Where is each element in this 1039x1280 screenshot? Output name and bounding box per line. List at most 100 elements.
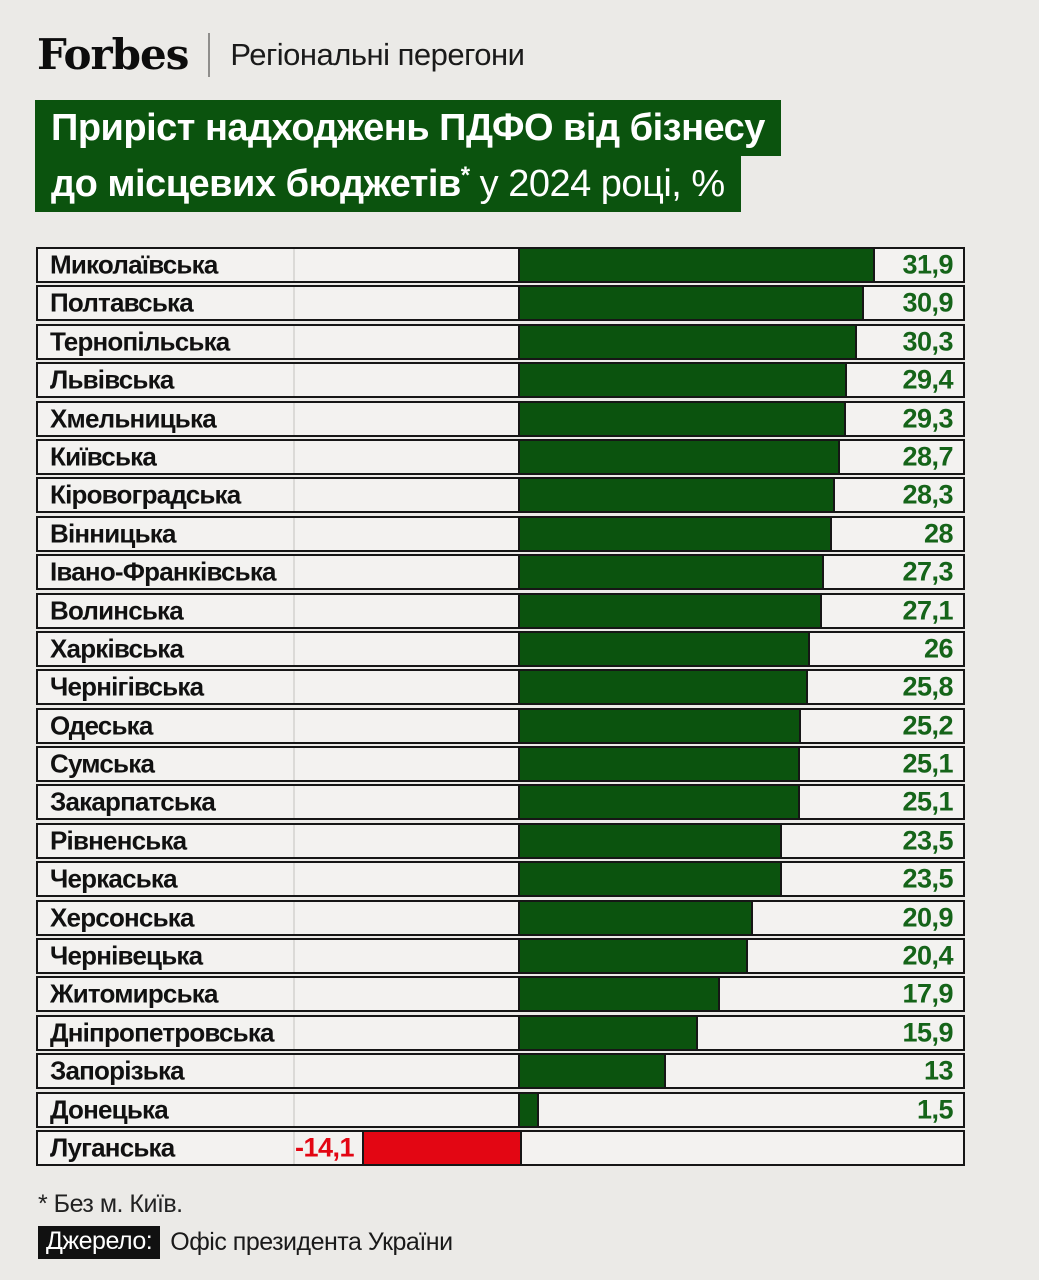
- column-divider: [293, 594, 295, 627]
- table-row: Кіровоградська 28,3: [36, 477, 965, 514]
- value-label: 28: [923, 518, 954, 549]
- table-row: Чернівецька 20,4: [36, 938, 965, 975]
- column-divider: [293, 940, 295, 973]
- table-row: Тернопільська 30,3: [36, 323, 965, 360]
- region-label: Херсонська: [50, 902, 194, 933]
- bar-positive: [518, 630, 810, 667]
- region-label: Луганська: [50, 1132, 175, 1163]
- table-row: Херсонська 20,9: [36, 899, 965, 936]
- region-label: Запорізька: [50, 1055, 185, 1086]
- region-label: Черкаська: [50, 863, 178, 894]
- region-label: Хмельницька: [50, 403, 217, 434]
- value-label: 23,5: [902, 863, 953, 894]
- table-row: Донецька 1,5: [36, 1091, 965, 1128]
- chart-title-line1: Приріст надходжень ПДФО від бізнесу: [35, 100, 781, 156]
- column-divider: [293, 863, 295, 896]
- region-label: Полтавська: [50, 287, 194, 318]
- value-label: 27,3: [902, 556, 953, 587]
- region-label: Кіровоградська: [50, 479, 241, 510]
- bar-positive: [518, 784, 800, 821]
- region-label: Волинська: [50, 595, 184, 626]
- region-label: Рівненська: [50, 825, 187, 856]
- region-label: Дніпропетровська: [50, 1017, 275, 1048]
- bar-positive: [518, 515, 832, 552]
- chart-title-line2: до місцевих бюджетів* у 2024 році, %: [35, 156, 741, 212]
- column-divider: [293, 517, 295, 550]
- column-divider: [293, 786, 295, 819]
- bar-positive: [518, 285, 864, 322]
- chart-title: Приріст надходжень ПДФО від бізнесу до м…: [35, 100, 781, 212]
- value-label: 28,7: [902, 441, 953, 472]
- value-label: 25,1: [902, 786, 953, 817]
- column-divider: [293, 632, 295, 665]
- region-label: Харківська: [50, 633, 184, 664]
- table-row: Полтавська 30,9: [36, 285, 965, 322]
- bar-positive: [518, 822, 782, 859]
- region-label: Закарпатська: [50, 786, 216, 817]
- value-label: -14,1: [294, 1132, 355, 1163]
- column-divider: [293, 901, 295, 934]
- region-label: Миколаївська: [50, 249, 218, 280]
- chart-rows: Миколаївська 31,9 Полтавська 30,9 Тернопільс…: [36, 247, 965, 1166]
- header: Forbes Регіональні перегони: [37, 30, 525, 79]
- value-label: 1,5: [916, 1094, 954, 1125]
- column-divider: [293, 709, 295, 742]
- column-divider: [293, 1055, 295, 1088]
- column-divider: [293, 479, 295, 512]
- value-label: 13: [923, 1055, 954, 1086]
- title-line1-text: Приріст надходжень ПДФО від бізнесу: [51, 107, 765, 149]
- value-label: 30,3: [902, 326, 953, 357]
- region-label: Івано-Франківська: [50, 556, 277, 587]
- source-text: Офіс президента України: [170, 1228, 453, 1256]
- bar-positive: [518, 899, 753, 936]
- table-row: Луганська -14,1: [36, 1129, 965, 1166]
- column-divider: [293, 1093, 295, 1126]
- bar-positive: [518, 362, 847, 399]
- column-divider: [293, 556, 295, 589]
- region-label: Чернігівська: [50, 671, 204, 702]
- table-row: Дніпропетровська 15,9: [36, 1014, 965, 1051]
- column-divider: [293, 440, 295, 473]
- bar-positive: [518, 976, 720, 1013]
- table-row: Сумська 25,1: [36, 746, 965, 783]
- value-label: 25,2: [902, 710, 953, 741]
- table-row: Чернігівська 25,8: [36, 669, 965, 706]
- column-divider: [293, 402, 295, 435]
- value-label: 15,9: [902, 1017, 953, 1048]
- value-label: 25,8: [902, 671, 953, 702]
- footnote: * Без м. Київ.: [38, 1190, 183, 1218]
- column-divider: [293, 824, 295, 857]
- column-divider: [293, 671, 295, 704]
- bar-positive: [518, 861, 782, 898]
- table-row: Вінницька 28: [36, 515, 965, 552]
- value-label: 29,3: [902, 403, 953, 434]
- table-row: Черкаська 23,5: [36, 861, 965, 898]
- value-label: 20,4: [902, 940, 953, 971]
- column-divider: [293, 287, 295, 320]
- bar-positive: [518, 477, 835, 514]
- bar-positive: [518, 554, 824, 591]
- value-label: 20,9: [902, 902, 953, 933]
- table-row: Одеська 25,2: [36, 707, 965, 744]
- bar-positive: [518, 938, 748, 975]
- value-label: 30,9: [902, 287, 953, 318]
- bar-positive: [518, 669, 808, 706]
- bar-negative: [362, 1129, 522, 1166]
- table-row: Волинська 27,1: [36, 592, 965, 629]
- value-label: 17,9: [902, 978, 953, 1009]
- column-divider: [293, 249, 295, 281]
- source-badge: Джерело:: [38, 1226, 161, 1259]
- table-row: Запорізька 13: [36, 1053, 965, 1090]
- title-line2-rest: у 2024 році, %: [469, 163, 726, 205]
- column-divider: [293, 1131, 295, 1164]
- forbes-logo: Forbes: [37, 30, 189, 79]
- title-line2-bold: до місцевих бюджетів: [51, 163, 461, 205]
- bar-positive: [518, 247, 875, 283]
- region-label: Чернівецька: [50, 940, 203, 971]
- value-label: 23,5: [902, 825, 953, 856]
- region-label: Сумська: [50, 748, 155, 779]
- bar-positive: [518, 1091, 539, 1128]
- table-row: Івано-Франківська 27,3: [36, 554, 965, 591]
- bar-positive: [518, 592, 822, 629]
